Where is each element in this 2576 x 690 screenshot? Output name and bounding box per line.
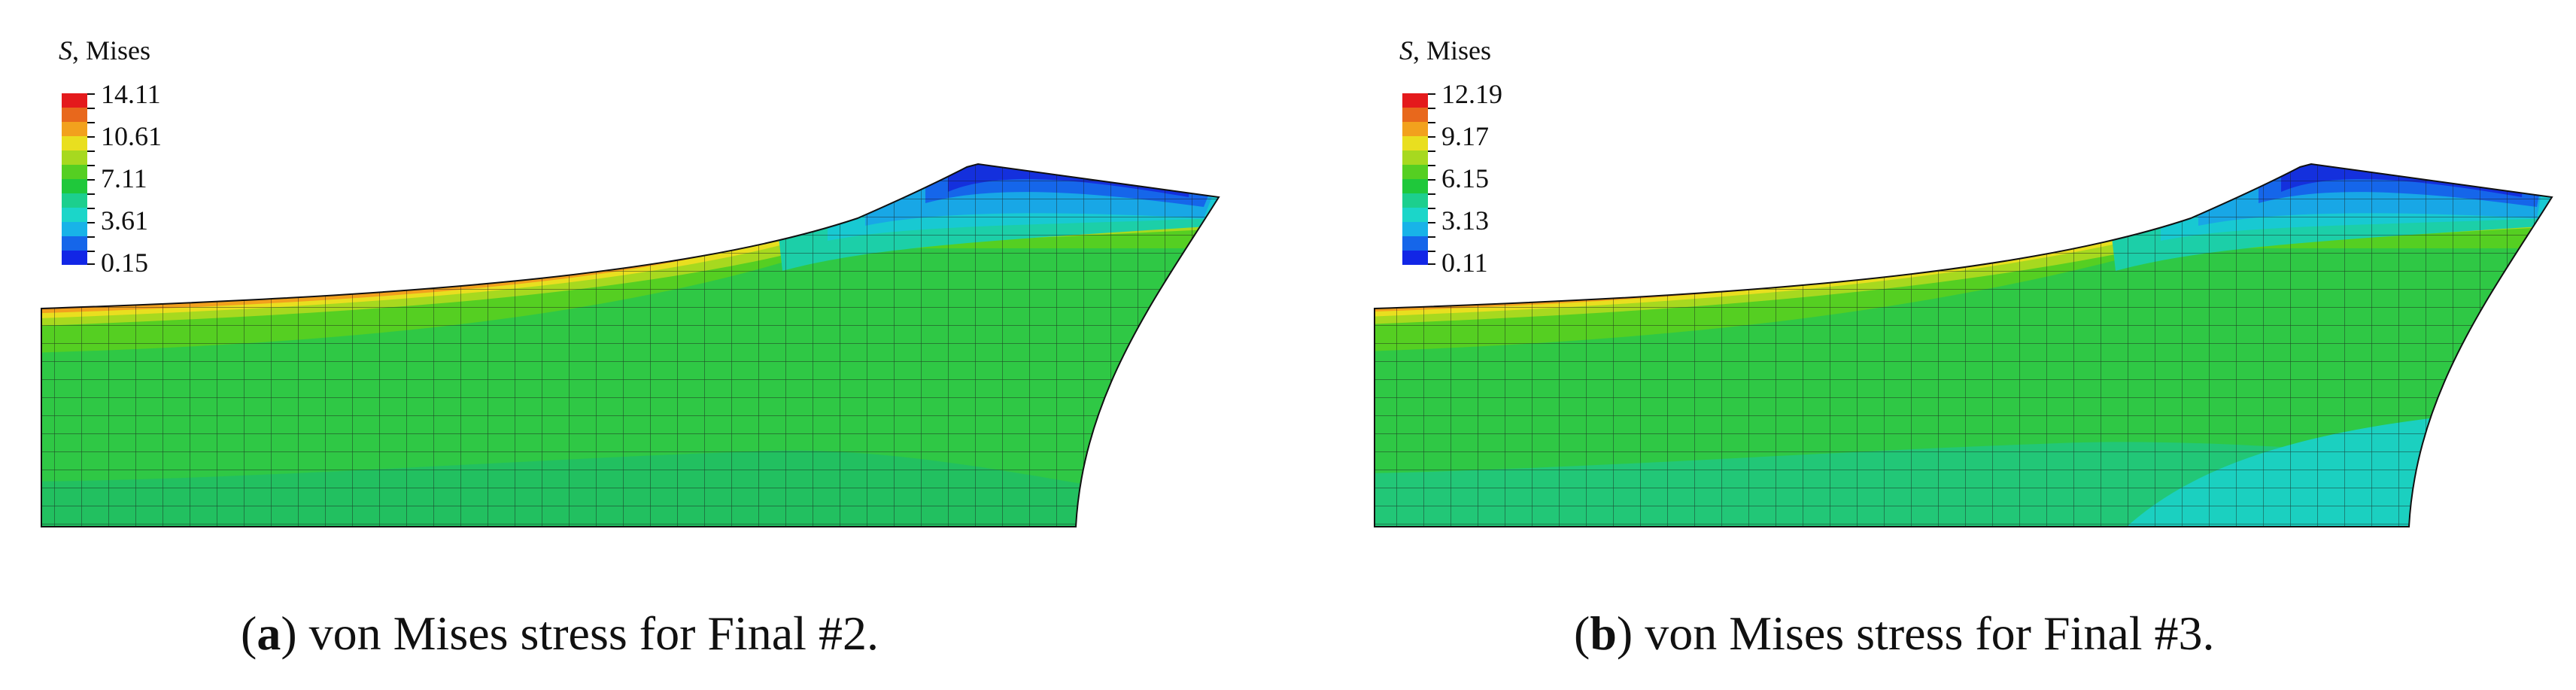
legend-tick [1428, 165, 1435, 166]
legend-tick [1428, 222, 1435, 223]
legend-label-mid: 6.15 [1441, 163, 1489, 193]
legend-tick [87, 122, 95, 123]
legend-swatch [62, 136, 87, 150]
legend-swatch [62, 236, 87, 251]
legend-tick [1428, 251, 1435, 252]
legend-swatch [62, 150, 87, 165]
caption-text: von Mises stress for Final #3. [1645, 606, 2215, 660]
legend-swatch [1402, 179, 1428, 193]
legend-tick [87, 179, 95, 181]
legend-tick [87, 108, 95, 109]
legend-tick [1428, 236, 1435, 238]
legend-label-upper: 10.61 [101, 121, 162, 151]
legend-swatch [1402, 136, 1428, 150]
legend-swatch [1402, 193, 1428, 208]
legend-swatch [1402, 108, 1428, 122]
legend-swatch [1402, 236, 1428, 251]
legend-title-rest: , Mises [72, 35, 151, 65]
legend-label-max: 12.19 [1441, 79, 1502, 109]
legend-swatch [1402, 208, 1428, 222]
fea-contour-plot [1374, 163, 2553, 527]
figure-caption: (b) von Mises stress for Final #3. [1574, 606, 2215, 660]
legend-tick [1428, 122, 1435, 123]
legend-tick [87, 136, 95, 138]
legend-label-lower: 3.13 [1441, 205, 1489, 236]
caption-letter: b [1590, 606, 1617, 660]
legend-tick [87, 263, 95, 265]
legend-swatch [62, 93, 87, 108]
legend-tick [87, 208, 95, 209]
legend-symbol: S [1399, 35, 1413, 65]
legend-tick [87, 93, 95, 95]
legend-tick [87, 251, 95, 252]
legend-tick [1428, 193, 1435, 195]
legend-label-upper: 9.17 [1441, 121, 1489, 151]
legend-swatch [62, 193, 87, 208]
legend-tick [1428, 179, 1435, 181]
legend-swatch [1402, 165, 1428, 179]
legend-swatch [1402, 251, 1428, 265]
caption-letter: a [257, 606, 281, 660]
legend-tick [1428, 136, 1435, 138]
legend-swatch [1402, 122, 1428, 136]
legend-title-rest: , Mises [1413, 35, 1492, 65]
figure-caption: (a) von Mises stress for Final #2. [241, 606, 879, 660]
panel-a: S, Mises 14.11 10.61 7.11 3.61 0.15 (a) … [41, 35, 1220, 660]
legend-swatch [62, 222, 87, 236]
legend-swatch [62, 122, 87, 136]
legend-swatch [1402, 93, 1428, 108]
legend-label-max: 14.11 [101, 79, 161, 109]
legend-swatch [1402, 222, 1428, 236]
color-legend [62, 93, 95, 265]
legend-tick [87, 222, 95, 223]
legend-tick [1428, 263, 1435, 265]
legend-label-min: 0.15 [101, 248, 148, 278]
legend-tick [87, 236, 95, 238]
caption-text: von Mises stress for Final #2. [308, 606, 879, 660]
fea-contour-plot [41, 163, 1220, 527]
legend-swatch [1402, 150, 1428, 165]
legend-tick [1428, 150, 1435, 152]
legend-tick [87, 150, 95, 152]
legend-label-mid: 7.11 [101, 163, 147, 193]
legend-label-min: 0.11 [1441, 248, 1488, 278]
legend-symbol: S [59, 35, 72, 65]
legend-tick [1428, 93, 1435, 95]
legend-tick [1428, 108, 1435, 109]
legend-swatch [62, 108, 87, 122]
panel-b: S, Mises 12.19 9.17 6.15 3.13 0.11 (b) v… [1288, 0, 2576, 690]
legend-tick [1428, 208, 1435, 209]
legend-tick [87, 193, 95, 195]
legend-tick [87, 165, 95, 166]
legend-title: S, Mises [59, 35, 150, 66]
legend-swatch [62, 208, 87, 222]
legend-title: S, Mises [1399, 35, 1491, 66]
color-legend [1402, 93, 1435, 265]
legend-swatch [62, 165, 87, 179]
legend-swatch [62, 251, 87, 265]
legend-swatch [62, 179, 87, 193]
legend-label-lower: 3.61 [101, 205, 148, 236]
